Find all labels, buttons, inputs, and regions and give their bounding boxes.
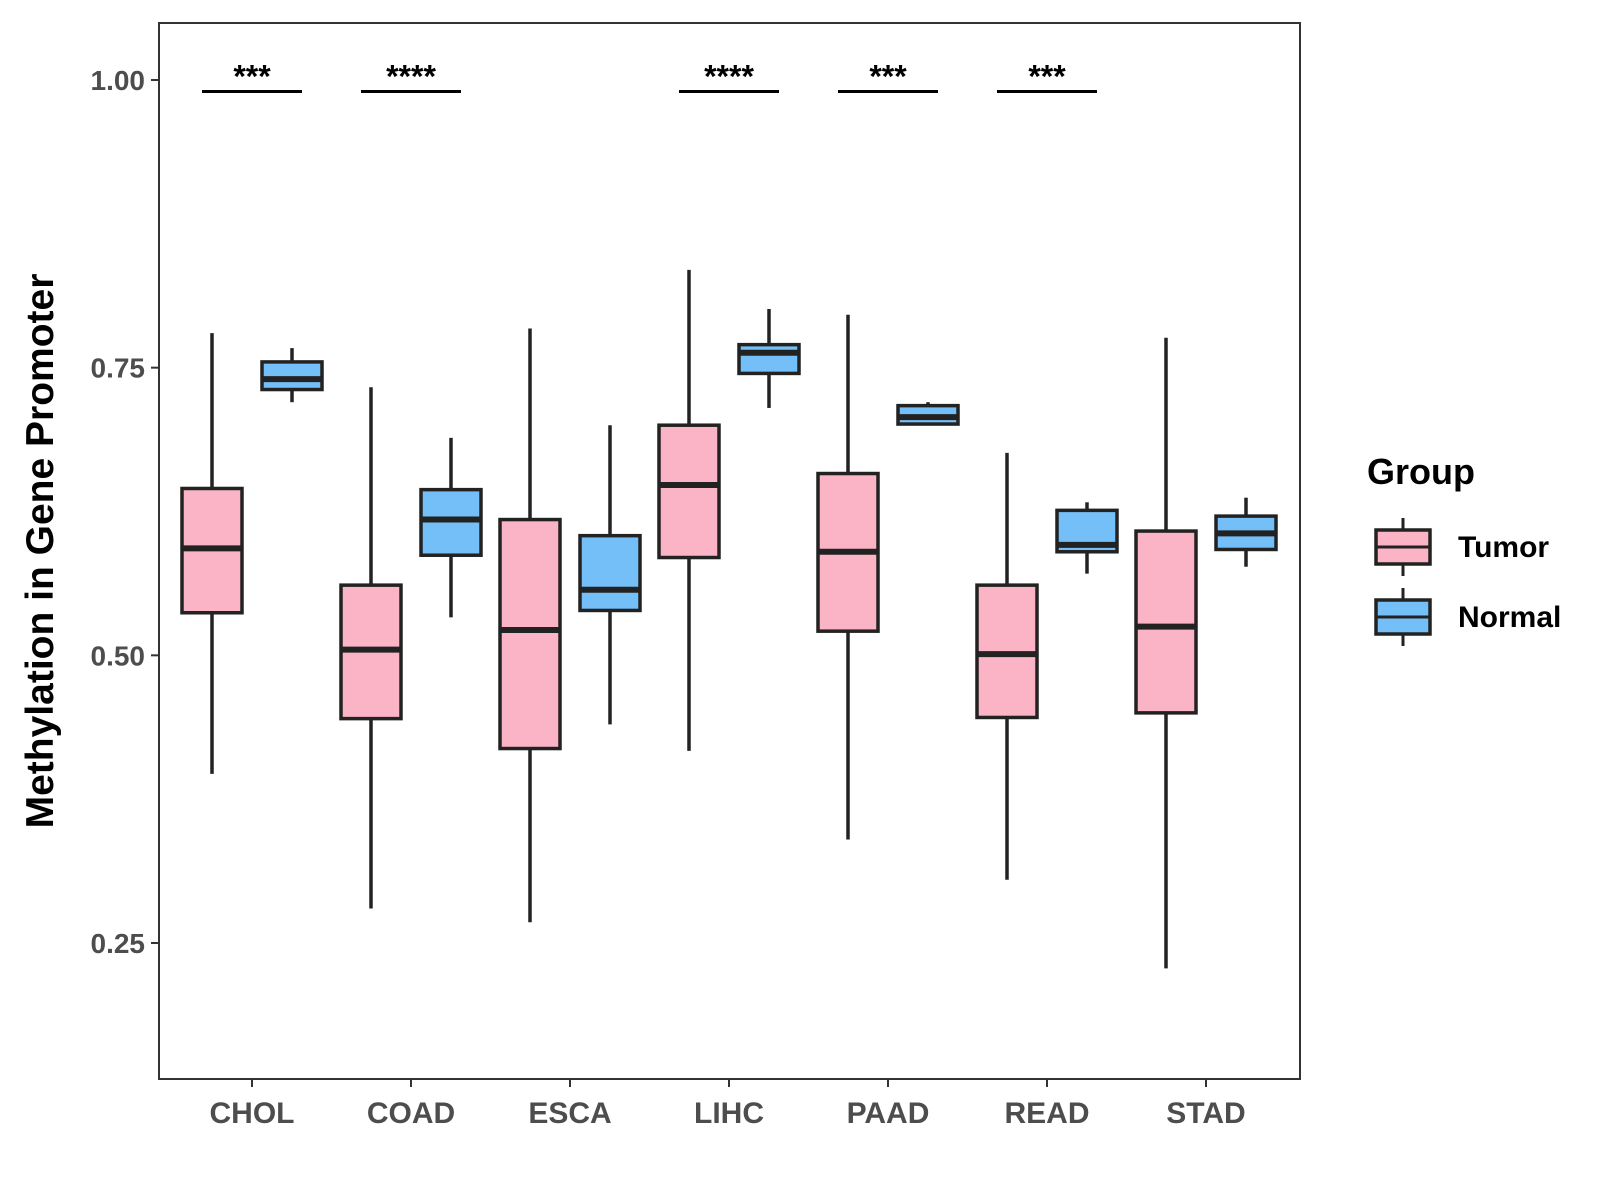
y-tick-label: 1.00: [91, 65, 146, 96]
box-body: [1134, 529, 1198, 715]
box-normal-paad: [896, 402, 960, 426]
legend-label: Tumor: [1458, 531, 1549, 564]
legend-title: Group: [1367, 451, 1475, 492]
box-tumor-paad: [816, 314, 880, 840]
legend-item-normal: Normal: [1374, 588, 1561, 646]
legend-label: Normal: [1458, 601, 1561, 634]
box-tumor-chol: [180, 333, 244, 774]
x-tick-label: PAAD: [847, 1097, 930, 1130]
x-tick-label: COAD: [367, 1097, 455, 1130]
legend-item-tumor: Tumor: [1374, 518, 1549, 576]
box-tumor-lihc: [657, 269, 721, 751]
box-tumor-coad: [339, 387, 403, 909]
box-normal-esca: [578, 425, 642, 725]
legend: Group Tumor Normal: [1367, 451, 1561, 646]
box-normal-stad: [1214, 497, 1278, 567]
box-body: [498, 517, 562, 751]
box-normal-lihc: [737, 308, 801, 408]
box-body: [260, 360, 324, 392]
x-tick-label: READ: [1004, 1097, 1089, 1130]
x-tick-label: LIHC: [694, 1097, 764, 1130]
box-tumor-esca: [498, 328, 562, 923]
box-body: [578, 533, 642, 613]
y-axis-title: Methylation in Gene Promoter: [19, 274, 62, 829]
plot-panel-border: [158, 22, 1301, 1080]
x-tick-label: CHOL: [210, 1097, 295, 1130]
box-tumor-read: [975, 452, 1039, 880]
box-normal-read: [1055, 502, 1119, 574]
y-tick-label: 0.25: [91, 928, 146, 959]
x-tick-label: STAD: [1166, 1097, 1245, 1130]
x-tick-label: ESCA: [528, 1097, 611, 1130]
significance-label: ***: [1028, 59, 1066, 95]
y-tick-label: 0.50: [91, 640, 146, 671]
y-tick-label: 0.75: [91, 353, 146, 384]
box-normal-coad: [419, 437, 483, 618]
significance-label: ***: [869, 59, 907, 95]
box-tumor-stad: [1134, 337, 1198, 969]
significance-label: ****: [704, 59, 754, 95]
box-body: [737, 342, 801, 376]
significance-label: ***: [233, 59, 271, 95]
box-body: [657, 423, 721, 560]
box-normal-chol: [260, 348, 324, 403]
significance-label: ****: [386, 59, 436, 95]
